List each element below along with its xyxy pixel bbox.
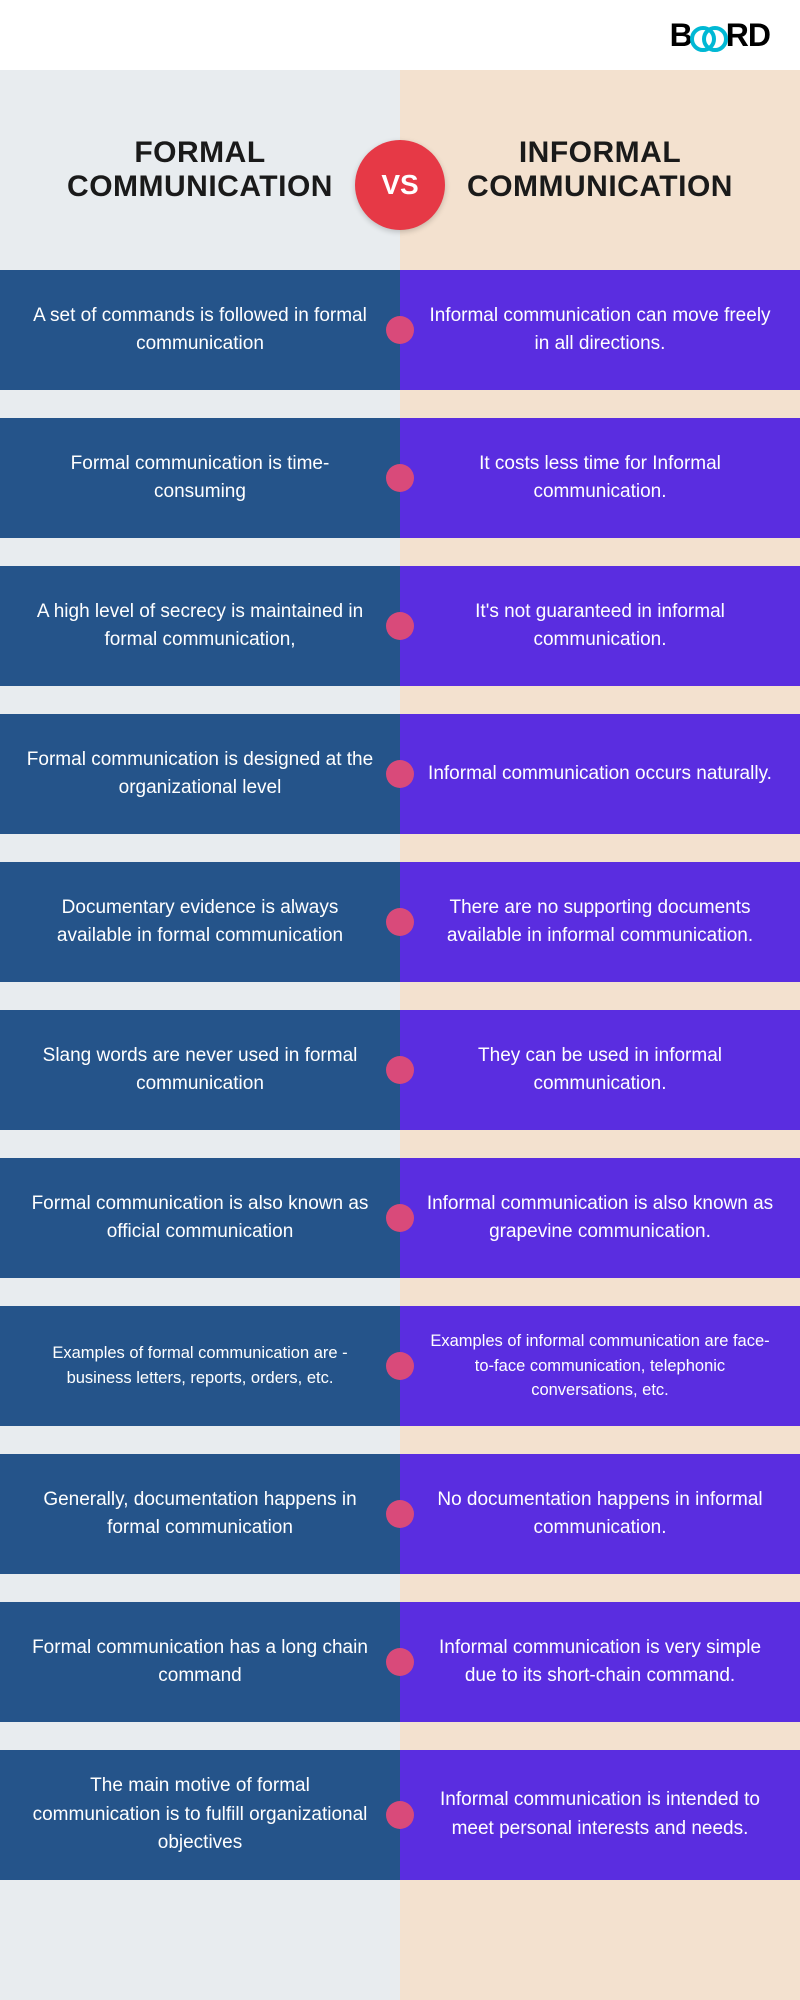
connector-dot <box>386 760 414 788</box>
formal-cell: Formal communication has a long chain co… <box>0 1602 400 1722</box>
formal-cell: Documentary evidence is always available… <box>0 862 400 982</box>
comparison-row: A set of commands is followed in formal … <box>0 270 800 390</box>
logo-area-left <box>0 0 400 70</box>
comparison-row: The main motive of formal communication … <box>0 1750 800 1880</box>
comparison-row: Formal communication has a long chain co… <box>0 1602 800 1722</box>
comparison-infographic: FORMAL COMMUNICATION B RD INFORMAL COMMU… <box>0 0 800 2000</box>
informal-cell: There are no supporting documents availa… <box>400 862 800 982</box>
formal-cell: Formal communication is time-consuming <box>0 418 400 538</box>
informal-cell: No documentation happens in informal com… <box>400 1454 800 1574</box>
comparison-row: Generally, documentation happens in form… <box>0 1454 800 1574</box>
comparison-row: A high level of secrecy is maintained in… <box>0 566 800 686</box>
comparison-row: Formal communication is time-consumingIt… <box>0 418 800 538</box>
right-header: INFORMAL COMMUNICATION <box>400 70 800 270</box>
left-header: FORMAL COMMUNICATION <box>0 70 400 270</box>
formal-cell: Generally, documentation happens in form… <box>0 1454 400 1574</box>
formal-cell: A set of commands is followed in formal … <box>0 270 400 390</box>
comparison-row: Formal communication is designed at the … <box>0 714 800 834</box>
informal-cell: Informal communication is very simple du… <box>400 1602 800 1722</box>
connector-dot <box>386 1204 414 1232</box>
informal-cell: Informal communication is intended to me… <box>400 1750 800 1880</box>
left-title: FORMAL COMMUNICATION <box>30 136 370 205</box>
comparison-row: Documentary evidence is always available… <box>0 862 800 982</box>
informal-cell: It's not guaranteed in informal communic… <box>400 566 800 686</box>
informal-cell: Informal communication can move freely i… <box>400 270 800 390</box>
comparison-rows: A set of commands is followed in formal … <box>0 270 800 2000</box>
infinity-icon <box>690 24 728 46</box>
brand-logo: B RD <box>670 17 770 54</box>
connector-dot <box>386 1352 414 1380</box>
informal-cell: It costs less time for Informal communic… <box>400 418 800 538</box>
logo-area-right: B RD <box>400 0 800 70</box>
connector-dot <box>386 1500 414 1528</box>
comparison-row: Examples of formal communication are - b… <box>0 1306 800 1426</box>
informal-cell: Informal communication is also known as … <box>400 1158 800 1278</box>
connector-dot <box>386 1056 414 1084</box>
informal-cell: They can be used in informal communicati… <box>400 1010 800 1130</box>
comparison-row: Slang words are never used in formal com… <box>0 1010 800 1130</box>
connector-dot <box>386 316 414 344</box>
formal-cell: A high level of secrecy is maintained in… <box>0 566 400 686</box>
logo-suffix: RD <box>726 17 770 54</box>
informal-cell: Informal communication occurs naturally. <box>400 714 800 834</box>
connector-dot <box>386 464 414 492</box>
comparison-row: Formal communication is also known as of… <box>0 1158 800 1278</box>
connector-dot <box>386 1801 414 1829</box>
formal-cell: The main motive of formal communication … <box>0 1750 400 1880</box>
connector-dot <box>386 1648 414 1676</box>
formal-cell: Examples of formal communication are - b… <box>0 1306 400 1426</box>
vs-badge: VS <box>355 140 445 230</box>
formal-cell: Formal communication is designed at the … <box>0 714 400 834</box>
formal-cell: Formal communication is also known as of… <box>0 1158 400 1278</box>
connector-dot <box>386 612 414 640</box>
informal-cell: Examples of informal communication are f… <box>400 1306 800 1426</box>
logo-prefix: B <box>670 17 692 54</box>
connector-dot <box>386 908 414 936</box>
right-title: INFORMAL COMMUNICATION <box>430 136 770 205</box>
formal-cell: Slang words are never used in formal com… <box>0 1010 400 1130</box>
